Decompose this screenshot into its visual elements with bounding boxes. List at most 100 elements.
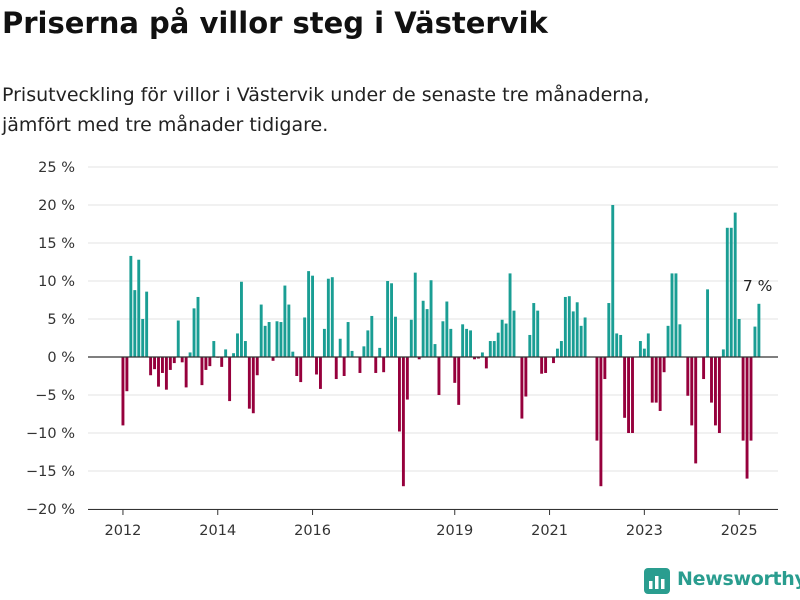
bar-chart-logo-icon (644, 568, 670, 594)
bar-positive (512, 310, 516, 357)
bar-negative (595, 357, 599, 441)
bar-positive (725, 227, 729, 357)
brand-logo: Newsworthy (644, 568, 800, 600)
bar-positive (642, 348, 646, 357)
y-tick-label: −10 % (26, 426, 75, 442)
bar-positive (429, 280, 433, 357)
bar-positive (465, 328, 469, 357)
bar-positive (619, 334, 623, 357)
bar-positive (236, 333, 239, 357)
bar-positive (579, 325, 583, 357)
y-tick-label: 25 % (38, 160, 75, 176)
subtitle-line-2: jämfört med tre månader tidigare. (2, 114, 329, 136)
bar-negative (603, 357, 607, 380)
x-tick-label: 2025 (721, 523, 758, 539)
bar-positive (757, 303, 761, 357)
gridlines (88, 166, 778, 510)
bar-positive (386, 281, 390, 357)
bar-negative (164, 357, 168, 390)
bar-positive (559, 341, 563, 357)
bar-positive (563, 296, 567, 357)
bar-negative (627, 357, 630, 433)
bar-negative (251, 357, 255, 414)
bar-negative (157, 357, 160, 387)
bar-negative (710, 357, 713, 403)
bar-positive (638, 341, 642, 357)
bar-positive (224, 349, 228, 357)
bar-positive (192, 308, 196, 357)
bar-positive (729, 227, 733, 357)
bar-positive (421, 300, 425, 357)
bar-negative (168, 357, 172, 370)
bar-negative (121, 357, 125, 426)
bar-positive (583, 317, 587, 357)
bar-negative (247, 357, 251, 409)
bar-positive (733, 212, 737, 357)
bar-negative (457, 357, 461, 405)
bar-positive (362, 346, 366, 357)
bar-negative (172, 357, 176, 364)
bar-positive (488, 341, 492, 357)
y-tick-label: 15 % (38, 236, 75, 252)
bar-positive (378, 347, 382, 357)
bar-positive (536, 310, 540, 357)
bar-positive (240, 281, 243, 357)
bar-negative (319, 357, 322, 389)
y-axis-labels: 25 % 20 % 15 % 10 % 5 % 0 % −5 % −10 % −15 % −20 … (26, 160, 75, 518)
bar-positive (326, 278, 330, 357)
bar-positive (303, 317, 307, 357)
bar-positive (129, 255, 133, 357)
bar-positive (508, 273, 512, 357)
bar-negative (342, 357, 346, 376)
bar-negative (599, 357, 603, 487)
x-tick-label: 2019 (436, 523, 473, 539)
bar-positive (441, 321, 445, 357)
bar-positive (504, 323, 508, 357)
bar-negative (295, 357, 299, 376)
bar-negative (358, 357, 362, 373)
bar-negative (552, 357, 555, 364)
bar-negative (401, 357, 405, 487)
bar-positive (338, 338, 342, 357)
bar-positive (390, 283, 393, 357)
bar-positive (611, 205, 615, 357)
bar-negative (524, 357, 528, 397)
bar-negative (374, 357, 378, 373)
bar-positive (646, 333, 650, 357)
bar-negative (204, 357, 208, 370)
bar-negative (315, 357, 318, 375)
bar-positive (445, 301, 449, 357)
bar-negative (662, 357, 666, 373)
bar-positive (567, 296, 571, 357)
bar-positive (500, 319, 504, 357)
y-tick-label: 5 % (47, 312, 75, 328)
bar-negative (228, 357, 232, 402)
subtitle-line-1: Prisutveckling för villor i Västervik un… (2, 84, 650, 106)
bar-positive (188, 352, 192, 357)
bar-positive (469, 330, 472, 357)
bar-positive (413, 272, 417, 357)
bar-positive (287, 304, 291, 357)
bar-positive (480, 352, 484, 357)
bar-negative (208, 357, 212, 367)
bar-positive (346, 322, 350, 357)
bar-negative (749, 357, 753, 441)
bar-negative (149, 357, 153, 376)
last-value-label: 7 % (743, 277, 773, 295)
annotations: 7 % (743, 277, 773, 295)
bar-positive (366, 330, 370, 357)
bar-positive (492, 341, 496, 357)
bar-negative (220, 357, 224, 367)
bar-negative (540, 357, 544, 374)
bar-positive (307, 271, 311, 357)
bar-negative (453, 357, 457, 383)
chart-subtitle: Prisutveckling för villor i Västervik un… (2, 80, 792, 140)
bar-positive (571, 311, 575, 357)
bar-negative (180, 357, 184, 363)
bars (121, 205, 761, 487)
bar-negative (690, 357, 694, 426)
bar-positive (311, 275, 314, 357)
bar-positive (232, 353, 235, 357)
bar-negative (334, 357, 338, 380)
